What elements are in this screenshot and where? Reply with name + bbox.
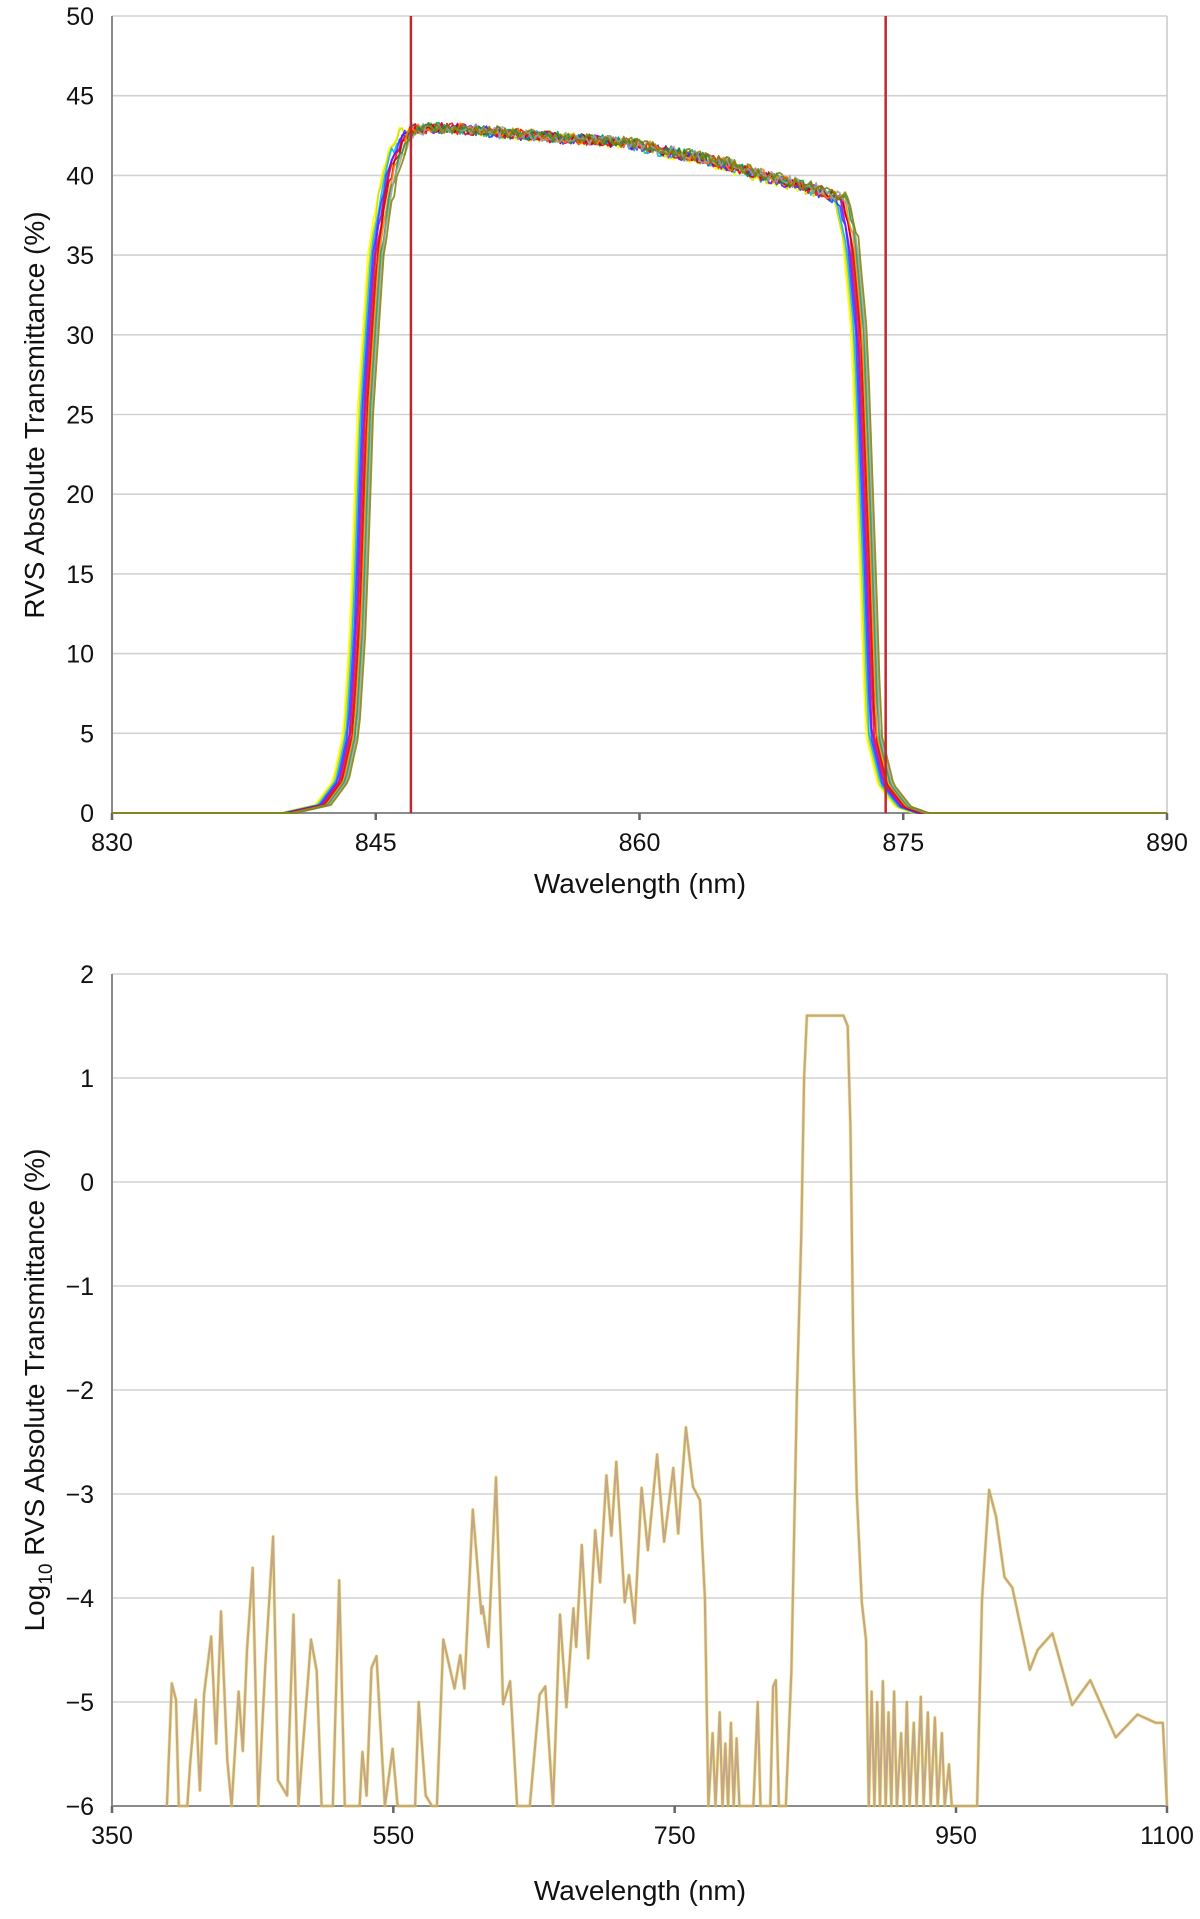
- transmittance-curve: [112, 122, 1167, 814]
- bottom-y-axis-title: Log10 RVS Absolute Transmittance (%): [19, 1149, 57, 1632]
- log-transmittance-curve: [165, 1014, 1169, 1808]
- top-x-axis-title: Wavelength (nm): [534, 868, 746, 899]
- y-tick-label: 20: [66, 481, 94, 509]
- y-tick-label: −3: [65, 1481, 94, 1509]
- transmittance-curve: [112, 122, 1167, 814]
- transmittance-curve: [112, 122, 1167, 814]
- transmittance-curve: [112, 122, 1167, 814]
- y-tick-label: −5: [65, 1689, 94, 1717]
- y-tick-label: 0: [80, 800, 94, 828]
- x-tick-label: 875: [882, 829, 924, 857]
- x-tick-label: 890: [1146, 829, 1188, 857]
- bottom-x-axis-title: Wavelength (nm): [534, 1875, 746, 1906]
- x-tick-label: 550: [372, 1822, 414, 1850]
- y-tick-label: 50: [66, 3, 94, 31]
- ylabel-subscript: 10: [36, 1564, 57, 1585]
- transmittance-log-chart: −6 −5 −4 −3 −2 −1 0 1 2 350 550 750 950 1100: [65, 961, 1193, 1850]
- y-tick-label: 35: [66, 242, 94, 270]
- y-tick-label: 10: [66, 641, 94, 669]
- transmittance-curve: [112, 123, 1167, 814]
- y-tick-label: 45: [66, 83, 94, 111]
- y-tick-label: 25: [66, 402, 94, 430]
- transmittance-curve: [112, 122, 1167, 814]
- transmittance-linear-chart: 0 5 10 15 20 25 30 35 40 45 50 830 845 860 875 890: [66, 3, 1188, 857]
- transmittance-curve: [112, 122, 1167, 814]
- y-tick-label: −1: [65, 1273, 94, 1301]
- x-tick-label: 845: [355, 829, 397, 857]
- x-tick-label: 860: [619, 829, 661, 857]
- x-tick-label: 1100: [1140, 1822, 1194, 1850]
- x-tick-label: 750: [654, 1822, 696, 1850]
- y-tick-label: −6: [65, 1793, 94, 1821]
- top-y-axis-title: RVS Absolute Transmittance (%): [19, 211, 50, 618]
- x-tick-label: 350: [91, 1822, 133, 1850]
- y-tick-label: 15: [66, 561, 94, 589]
- ylabel-rest: RVS Absolute Transmittance (%): [19, 1149, 50, 1564]
- x-tick-label: 950: [935, 1822, 977, 1850]
- x-tick-label: 830: [91, 829, 133, 857]
- ylabel-log: Log: [19, 1585, 50, 1632]
- y-tick-label: 5: [80, 720, 94, 748]
- transmittance-curve: [112, 121, 1167, 814]
- transmittance-curve: [112, 122, 1167, 814]
- y-tick-label: 30: [66, 322, 94, 350]
- y-tick-label: 40: [66, 162, 94, 190]
- y-tick-label: 0: [80, 1169, 94, 1197]
- y-tick-label: 2: [80, 961, 94, 989]
- transmittance-curve: [112, 123, 1167, 814]
- y-tick-label: 1: [80, 1065, 94, 1093]
- y-tick-label: −4: [65, 1585, 94, 1613]
- y-tick-label: −2: [65, 1377, 94, 1405]
- transmittance-curve: [112, 122, 1167, 814]
